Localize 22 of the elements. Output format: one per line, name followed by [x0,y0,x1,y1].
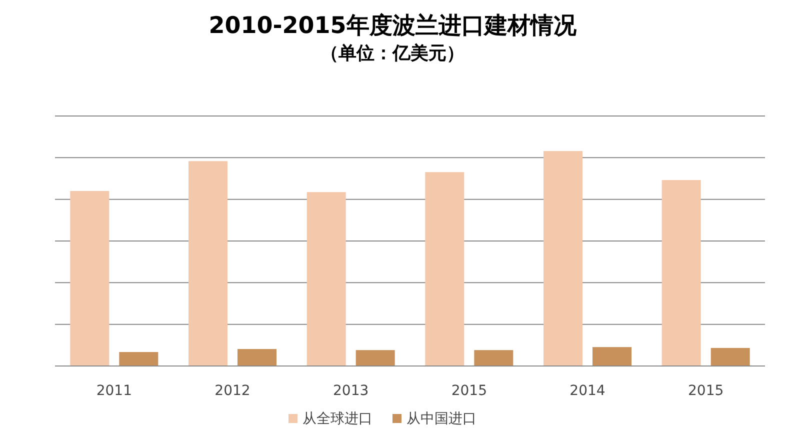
bar [119,352,158,366]
x-tick-label: 2015 [451,383,487,399]
bar [662,180,701,366]
bar [544,151,582,366]
bar [70,191,110,366]
bar [425,172,464,366]
x-tick-label: 2013 [333,383,369,399]
bar [238,349,276,366]
chart-title: 2010-2015年度波兰进口建材情况 [208,12,578,39]
x-tick-label: 2011 [96,383,132,399]
bar [592,347,632,366]
legend-label: 从中国进口 [406,411,476,427]
bar [474,350,514,366]
legend-label: 从全球进口 [302,411,372,427]
bar [188,161,228,366]
bar [356,350,395,366]
x-tick-label: 2015 [688,383,724,399]
x-tick-label: 2012 [214,383,250,399]
x-tick-label: 2014 [570,383,606,399]
chart-subtitle: （单位：亿美元） [320,43,464,64]
bar [306,192,346,366]
bar [710,348,750,366]
